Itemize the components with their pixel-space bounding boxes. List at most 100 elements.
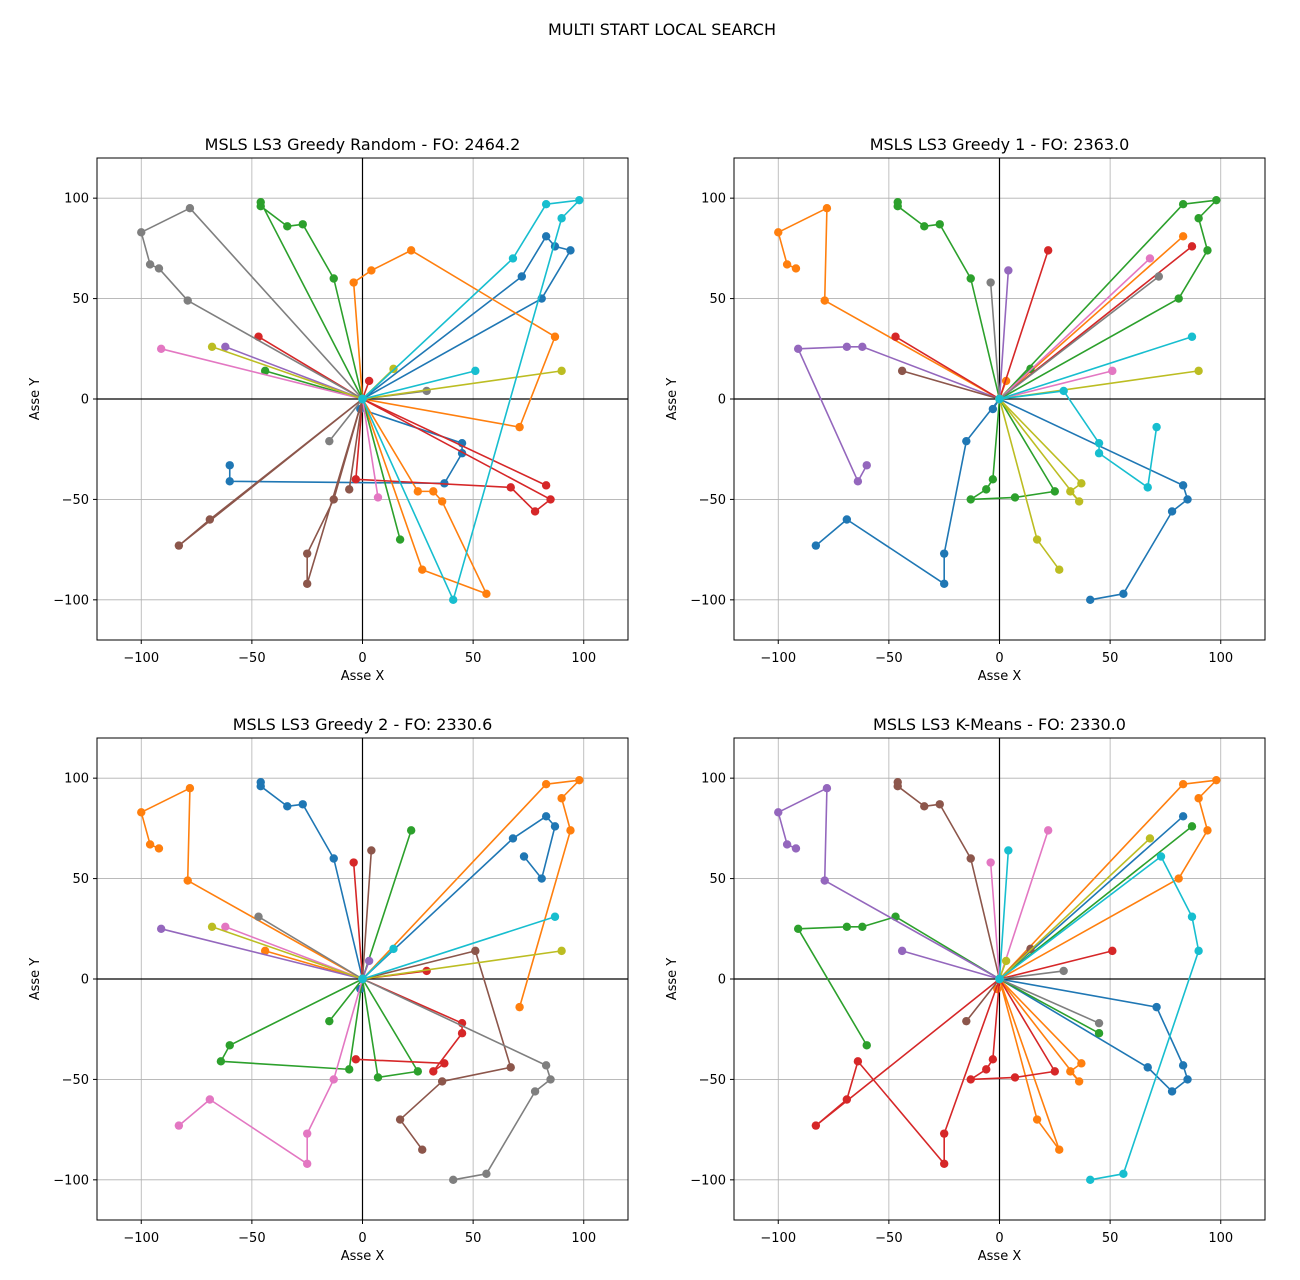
y-tick-label: 100 — [701, 192, 726, 207]
route-point — [791, 264, 801, 273]
route-point — [137, 228, 146, 237]
route-point — [457, 1029, 467, 1038]
route-point — [364, 956, 374, 966]
route-point — [145, 260, 155, 269]
route-point — [325, 436, 334, 446]
route-point — [302, 1129, 312, 1138]
route-point — [1086, 1175, 1095, 1185]
route-point — [1194, 794, 1203, 803]
route-point — [546, 1075, 555, 1084]
route-point — [966, 1075, 975, 1084]
route-point — [782, 260, 792, 269]
x-tick-label: 50 — [1102, 1231, 1119, 1246]
route-point — [1187, 332, 1197, 341]
route-point — [1032, 1115, 1042, 1124]
x-tick-label: 0 — [358, 1231, 366, 1246]
route-point — [351, 475, 361, 484]
route-point — [541, 779, 551, 789]
route-point — [541, 1061, 551, 1070]
y-tick-label: 0 — [718, 393, 726, 408]
route-point — [1108, 366, 1117, 376]
route-point — [1187, 912, 1197, 921]
route-point — [982, 1065, 991, 1074]
x-axis-label: Asse X — [341, 669, 385, 684]
route-point — [995, 974, 1004, 984]
route-point — [988, 1055, 998, 1064]
x-tick-label: 50 — [465, 1231, 482, 1246]
route-point — [862, 1041, 871, 1050]
x-tick-label: 100 — [1208, 651, 1233, 666]
route-point — [302, 1159, 312, 1168]
route-point — [575, 775, 584, 785]
x-tick-label: −100 — [760, 651, 796, 666]
route-point — [1212, 775, 1221, 785]
y-axis-label: Asse Y — [28, 378, 43, 421]
route-point — [820, 296, 829, 305]
route-line — [355, 978, 463, 1073]
route-point — [822, 204, 832, 213]
route-point — [939, 1159, 949, 1168]
route-point — [782, 840, 792, 849]
route-point — [858, 342, 867, 351]
route-point — [225, 477, 234, 486]
route-point — [137, 808, 146, 817]
y-tick-label: 0 — [718, 973, 726, 988]
route-point — [329, 1075, 338, 1084]
route-point — [174, 541, 184, 550]
x-tick-label: −100 — [123, 1231, 159, 1246]
route-point — [1119, 1169, 1128, 1179]
route-point — [966, 495, 975, 504]
y-tick-label: −100 — [690, 1173, 726, 1188]
x-tick-label: −50 — [875, 1231, 902, 1246]
route-line — [815, 398, 1001, 585]
route-point — [358, 974, 367, 984]
route-point — [530, 1087, 540, 1096]
route-point — [185, 784, 195, 793]
route-point — [541, 481, 551, 490]
route-line — [999, 390, 1158, 489]
route-point — [1156, 852, 1166, 861]
route-point — [325, 1016, 334, 1026]
y-tick-label: 50 — [72, 292, 89, 307]
route-point — [506, 483, 515, 492]
y-axis-label: Asse Y — [28, 958, 43, 1001]
route-point — [1055, 565, 1064, 574]
route-point — [897, 366, 907, 376]
route-point — [389, 944, 398, 954]
route-point — [791, 844, 801, 853]
route-line — [178, 398, 363, 547]
route-point — [1178, 232, 1188, 241]
route-line — [355, 398, 552, 513]
x-tick-label: −50 — [238, 1231, 265, 1246]
route-point — [546, 495, 555, 504]
y-tick-label: −50 — [699, 493, 726, 508]
route-point — [1203, 246, 1212, 255]
route-point — [221, 922, 230, 931]
route-point — [920, 222, 929, 231]
route-point — [541, 199, 551, 209]
route-point — [515, 422, 524, 432]
route-point — [793, 344, 803, 353]
y-tick-label: −100 — [690, 593, 726, 608]
route-point — [820, 876, 829, 885]
route-point — [550, 822, 560, 831]
route-point — [145, 840, 155, 849]
x-axis-label: Asse X — [341, 1249, 385, 1264]
route-point — [1194, 214, 1203, 223]
route-point — [207, 922, 217, 931]
route-point — [183, 296, 192, 305]
route-point — [811, 1121, 821, 1130]
x-axis-label: Asse X — [978, 669, 1022, 684]
route-point — [429, 487, 438, 496]
subplot-title: MSLS LS3 K-Means - FO: 2330.0 — [873, 715, 1126, 734]
x-tick-label: 50 — [465, 651, 482, 666]
route-point — [471, 366, 480, 376]
route-point — [437, 1077, 447, 1086]
y-tick-label: 50 — [709, 872, 726, 887]
x-tick-label: 100 — [571, 1231, 596, 1246]
route-point — [440, 1059, 449, 1068]
route-line — [797, 915, 1000, 1046]
route-point — [822, 784, 832, 793]
route-point — [995, 394, 1004, 404]
route-point — [395, 1115, 405, 1124]
